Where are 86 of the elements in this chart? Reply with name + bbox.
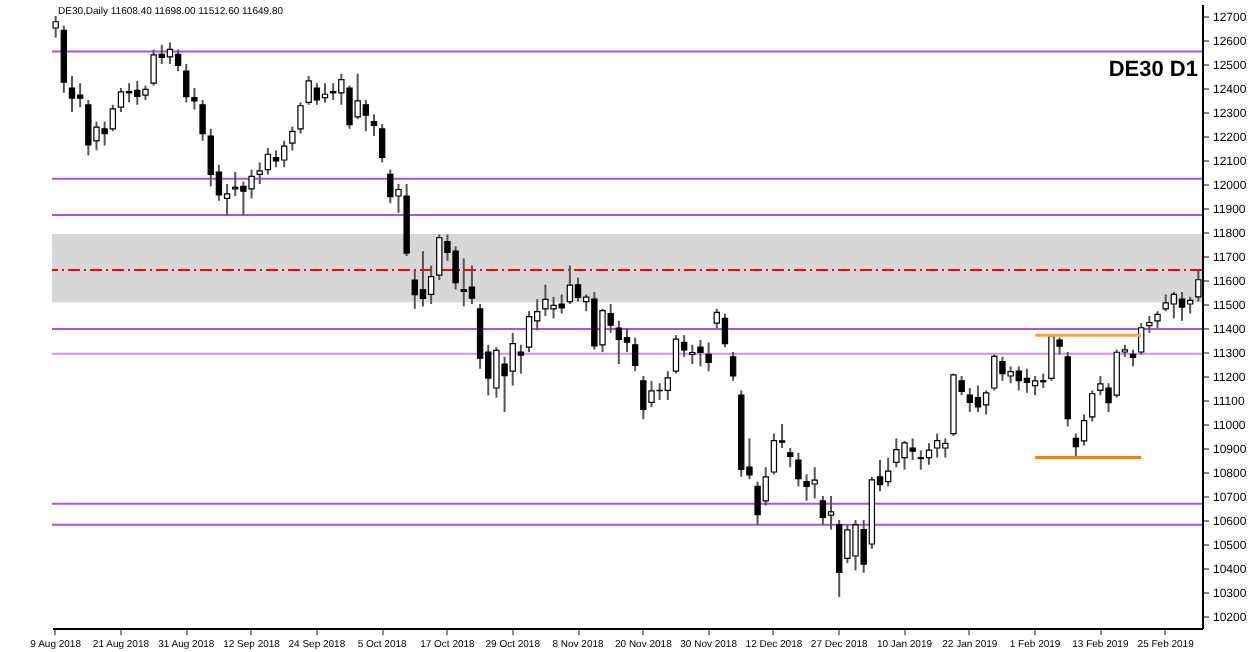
candlestick [615,319,623,365]
candlestick [836,519,843,599]
candlestick [1031,375,1039,397]
candlestick [811,466,818,500]
candlestick [427,264,435,305]
candlestick [942,437,949,459]
candlestick [599,307,606,353]
candlestick [411,269,418,310]
candlestick [762,466,769,507]
candlestick [134,79,141,106]
candlestick [689,343,696,365]
candlestick [697,339,704,368]
candlestick [901,439,908,471]
candlestick [852,519,859,572]
candlestick [281,139,288,169]
candlestick [664,370,672,401]
candlestick [240,180,247,217]
candlestick [378,123,386,164]
candlestick [558,293,565,315]
candlestick [85,99,92,157]
candlestick [648,379,655,409]
candlestick [354,72,361,121]
candlestick [770,432,778,476]
candlestick [1015,365,1022,392]
candlestick [550,295,557,320]
candlestick [884,456,892,488]
candlestick [460,257,467,308]
candlestick [264,147,272,176]
candlestick [844,523,851,565]
candlestick [933,432,941,459]
candlestick [1080,413,1088,447]
candlestick [117,87,125,113]
candlestick [313,82,321,106]
candlestick [566,264,574,305]
candlestick [721,312,729,349]
candlestick [452,245,459,291]
candlestick [362,99,370,133]
candlestick [999,355,1006,382]
candlestick [52,15,59,39]
candlestick [174,48,182,73]
candlestick [1048,334,1055,382]
candlestick [109,103,117,133]
candlestick [76,82,84,109]
candlestick [893,437,900,469]
candlestick [493,346,500,399]
candlestick [631,336,639,373]
candlestick [1178,291,1186,322]
candlestick [542,283,549,317]
candlestick [387,168,394,205]
candlestick [623,327,631,353]
candlestick [787,447,794,469]
candlestick [966,387,973,413]
candlestick [346,84,353,130]
candlestick [982,389,990,416]
candlestick [370,113,378,137]
candlestick [754,480,761,526]
candlestick [183,63,190,104]
candlestick [827,495,835,531]
candlestick [974,384,982,413]
candlestick [819,495,827,526]
candlestick [525,310,533,353]
candlestick [640,375,647,421]
candlestick [591,291,598,351]
candlestick [1097,375,1104,397]
candlestick [991,353,998,392]
candlestick [517,343,525,375]
candlestick [803,473,810,502]
text: DE30 D1 [1108,58,1198,82]
candlestick [1023,367,1031,394]
candlestick [1089,389,1096,423]
candlestick [436,233,443,281]
candlestick [574,276,582,303]
candlestick [248,168,255,200]
candlestick [672,334,680,375]
candlestick [729,351,737,382]
candlestick [795,451,802,488]
candlestick [68,75,76,113]
candlestick [419,250,427,308]
candlestick [150,48,157,87]
candlestick [909,437,916,461]
candlestick [289,125,296,152]
candlestick [705,341,712,373]
candlestick [917,449,925,471]
candlestick [1170,291,1178,320]
candlestick [468,264,476,305]
candlestick [1137,322,1145,356]
